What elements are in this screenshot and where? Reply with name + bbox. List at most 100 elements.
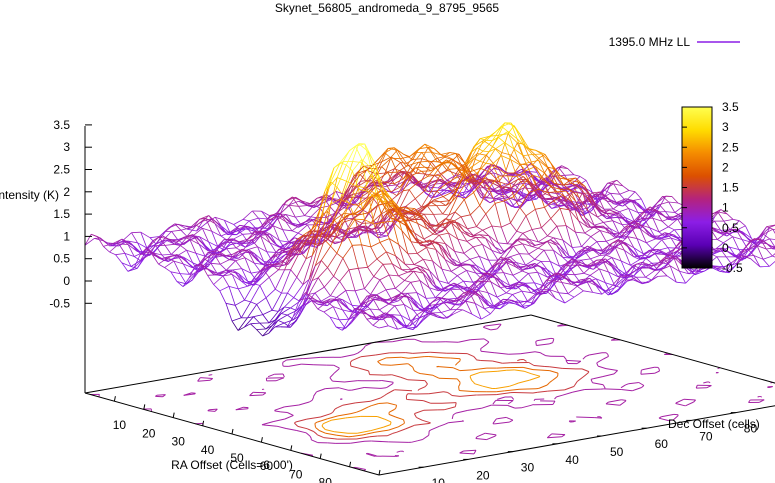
- contour-segment: [438, 377, 458, 380]
- mesh-line: [609, 232, 616, 239]
- contour-segment: [535, 341, 537, 346]
- mesh-line: [367, 190, 378, 200]
- mesh-line: [351, 311, 362, 323]
- mesh-line: [756, 245, 764, 260]
- contour-segment: [321, 425, 326, 430]
- contour-segment: [395, 416, 404, 421]
- mesh-line: [355, 207, 366, 214]
- mesh-line: [130, 260, 141, 267]
- mesh-line: [525, 282, 535, 284]
- mesh-line: [414, 198, 422, 208]
- contour-segment: [495, 385, 510, 389]
- contour-segment: [599, 416, 603, 419]
- mesh-line: [468, 291, 476, 304]
- mesh-line: [673, 256, 680, 272]
- mesh-line: [390, 191, 398, 197]
- mesh-line: [476, 139, 487, 149]
- mesh-line: [606, 237, 616, 242]
- mesh-line: [451, 222, 459, 240]
- mesh-line: [484, 308, 491, 315]
- mesh-line: [475, 272, 483, 280]
- mesh-line: [516, 239, 526, 241]
- mesh-line: [284, 256, 295, 266]
- contour-segment: [760, 396, 762, 398]
- mesh-line: [396, 179, 407, 196]
- mesh-line: [306, 235, 316, 238]
- mesh-line: [379, 274, 390, 281]
- contour-segment: [602, 373, 615, 378]
- mesh-line: [414, 232, 425, 240]
- mesh-line: [711, 209, 722, 215]
- mesh-line: [284, 319, 294, 324]
- mesh-line: [663, 259, 671, 267]
- mesh-line: [407, 225, 418, 243]
- contour-segment: [608, 399, 622, 403]
- mesh-line: [557, 197, 568, 203]
- contour-segment: [337, 413, 352, 417]
- mesh-line: [516, 142, 527, 165]
- mesh-line: [308, 244, 319, 280]
- mesh-line: [622, 200, 632, 203]
- mesh-line: [442, 191, 453, 197]
- contour-segment: [473, 382, 476, 384]
- contour-segment: [412, 424, 415, 427]
- mesh-line: [434, 304, 442, 313]
- mesh-line: [363, 298, 374, 304]
- mesh-line: [410, 280, 421, 283]
- mesh-line: [606, 200, 617, 203]
- mesh-line: [559, 208, 567, 226]
- contour-segment: [352, 434, 364, 437]
- mesh-line: [353, 174, 361, 176]
- mesh-line: [357, 268, 365, 289]
- mesh-line: [448, 211, 456, 216]
- mesh-line: [174, 236, 184, 245]
- mesh-line: [365, 227, 375, 232]
- mesh-line: [636, 256, 647, 259]
- mesh-line: [262, 309, 273, 315]
- mesh-line: [649, 227, 660, 233]
- mesh-line: [581, 193, 592, 203]
- mesh-line: [725, 261, 733, 273]
- mesh-line: [379, 238, 390, 243]
- mesh-line: [523, 154, 533, 156]
- mesh-line: [444, 282, 455, 289]
- mesh-line: [639, 258, 646, 260]
- mesh-line: [199, 236, 209, 243]
- mesh-line: [462, 183, 470, 192]
- contour-segment: [350, 440, 365, 444]
- contour-segment: [314, 421, 318, 424]
- mesh-line: [259, 322, 267, 330]
- mesh-line: [501, 222, 511, 228]
- mesh-line: [291, 240, 301, 243]
- mesh-line: [244, 299, 251, 303]
- mesh-line: [498, 122, 506, 136]
- contour-segment: [208, 374, 212, 376]
- mesh-line: [577, 285, 584, 292]
- mesh-line: [158, 263, 165, 268]
- contour-segment: [564, 386, 574, 391]
- contour-segment: [323, 420, 331, 425]
- mesh-line: [372, 166, 383, 183]
- mesh-line: [485, 148, 496, 164]
- mesh-line: [470, 214, 477, 227]
- mesh-line: [327, 224, 338, 240]
- contour-segment: [483, 326, 491, 331]
- contour-segment: [405, 352, 413, 354]
- mesh-line: [242, 227, 253, 231]
- mesh-line: [242, 242, 252, 245]
- mesh-line: [384, 168, 395, 174]
- mesh-line: [627, 236, 638, 239]
- mesh-line: [476, 147, 484, 152]
- contour-segment: [422, 419, 431, 424]
- contour-segment: [282, 373, 285, 378]
- mesh-line: [195, 236, 206, 246]
- mesh-line: [299, 235, 310, 252]
- contour-segment: [495, 352, 509, 355]
- contour-segment: [466, 353, 474, 357]
- contour-segment: [369, 374, 384, 376]
- mesh-line: [492, 146, 503, 153]
- mesh-line: [553, 249, 563, 258]
- mesh-line: [464, 178, 475, 183]
- mesh-line: [616, 200, 626, 204]
- contour-segment: [467, 407, 482, 411]
